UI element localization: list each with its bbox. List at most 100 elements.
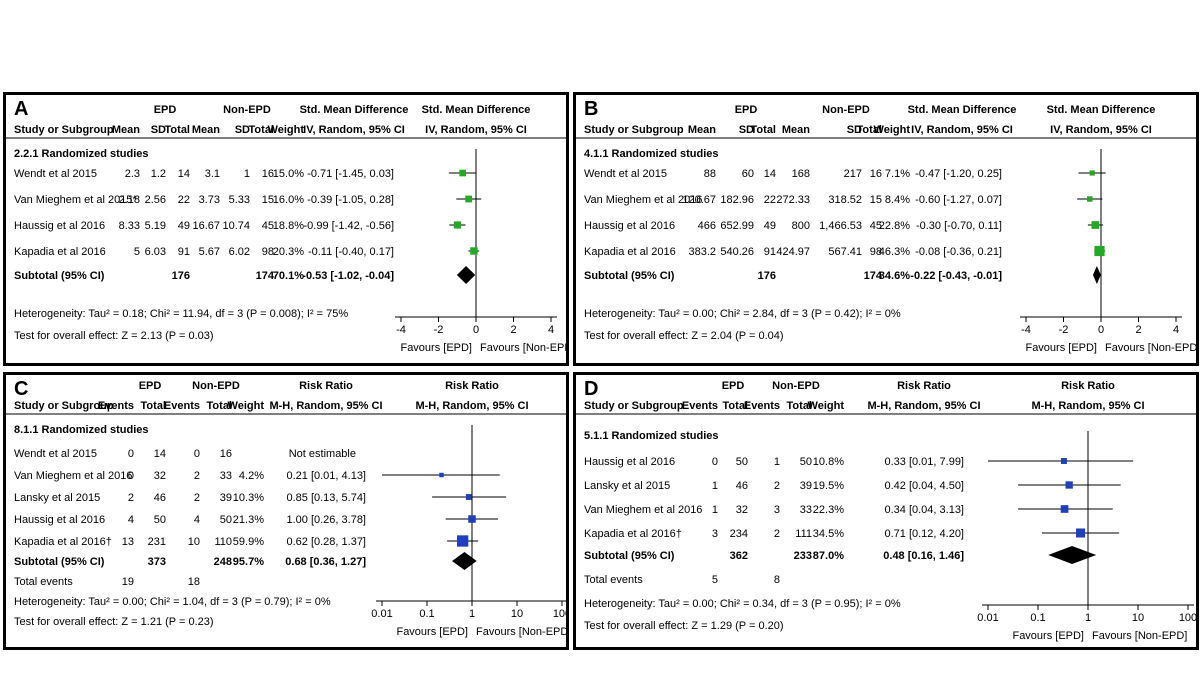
study-value: 10.3% (233, 492, 264, 504)
study-value: 39 (220, 492, 232, 504)
group2-header: Non-EPD (192, 380, 240, 392)
x-tick-label: 2 (510, 324, 516, 336)
study-estimate: 0.21 [0.01, 4.13] (286, 470, 366, 482)
method-header: M-H, Random, 95% CI (269, 400, 382, 412)
subtotal-estimate: 0.68 [0.36, 1.27] (285, 556, 366, 568)
x-tick-label: 0.1 (1030, 612, 1045, 624)
study-value: 168 (792, 168, 810, 180)
subgroup-heading: 4.1.1 Randomized studies (584, 148, 718, 160)
heterogeneity-text: Heterogeneity: Tau² = 0.00; Chi² = 0.34,… (584, 598, 901, 610)
study-estimate: -0.99 [-1.42, -0.56] (304, 220, 395, 232)
study-name: Van Mieghem et al 2016 (584, 504, 702, 516)
x-tick-label: 4 (548, 324, 554, 336)
favours-right-label: Favours [Non-EPD] (1105, 342, 1196, 354)
study-value: 318.52 (828, 194, 862, 206)
x-tick-label: -4 (396, 324, 406, 336)
study-value: 1,466.53 (819, 220, 862, 232)
study-point-marker (1094, 245, 1105, 257)
subtotal-total2: 174 (864, 270, 883, 282)
study-value: 32 (736, 504, 748, 516)
column-header: Weight (874, 124, 911, 136)
plot-measure-header: Risk Ratio (445, 380, 499, 392)
x-tick-label: 100 (553, 608, 566, 620)
study-value: 5.19 (145, 220, 166, 232)
study-value: 540.26 (720, 246, 754, 258)
study-value: 45 (262, 220, 274, 232)
study-value: 182.96 (720, 194, 754, 206)
study-value: 46 (736, 480, 748, 492)
forest-plot-panel-a: A EPD Non-EPD Std. Mean Difference IV, Rando… (3, 92, 569, 366)
study-value: 22.8% (879, 220, 910, 232)
overall-effect-text: Test for overall effect: Z = 2.04 (P = 0… (584, 330, 784, 342)
study-value: 5 (134, 246, 140, 258)
study-name: Haussig et al 2016 (14, 514, 105, 526)
study-value: 59.9% (233, 536, 264, 548)
subtotal-total2: 174 (256, 270, 275, 282)
study-value: 14 (764, 168, 776, 180)
study-value: 4 (128, 514, 134, 526)
column-header: Weight (228, 400, 265, 412)
column-header: Total (165, 124, 190, 136)
panel-label: C (14, 378, 28, 400)
study-value: 33 (220, 470, 232, 482)
subtotal-estimate: -0.22 [-0.43, -0.01] (910, 270, 1002, 282)
study-value: 2 (774, 480, 780, 492)
study-value: 22 (178, 194, 190, 206)
study-value: 1 (244, 168, 250, 180)
column-header: Events (164, 400, 200, 412)
total-events-group2: 8 (774, 574, 780, 586)
study-column-header: Study or Subgroup (584, 400, 684, 412)
x-tick-label: -2 (1059, 324, 1069, 336)
study-value: 10.74 (222, 220, 250, 232)
favours-right-label: Favours [Non-EPD] (476, 626, 566, 638)
favours-left-label: Favours [EPD] (1012, 630, 1084, 642)
study-value: 88 (704, 168, 716, 180)
study-value: 15 (262, 194, 274, 206)
study-value: 2.18 (119, 194, 140, 206)
total-events-group1: 19 (122, 576, 134, 588)
subgroup-heading: 8.1.1 Randomized studies (14, 424, 148, 436)
measure-header: Risk Ratio (897, 380, 951, 392)
total-events-group1: 5 (712, 574, 718, 586)
study-value: 20.3% (273, 246, 304, 258)
x-tick-label: -2 (434, 324, 444, 336)
study-value: 0 (712, 456, 718, 468)
column-header: Events (744, 400, 780, 412)
x-tick-label: 100 (1179, 612, 1196, 624)
study-name: Kapadia et al 2016† (584, 528, 682, 540)
study-value: 16 (870, 168, 882, 180)
study-value: 16 (262, 168, 274, 180)
column-header: Mean (112, 124, 140, 136)
forest-plot-d-svg: D EPD Non-EPD Risk Ratio M-H, Random, 95% CI… (576, 378, 1196, 642)
panel-label: A (14, 98, 28, 120)
overall-effect-text: Test for overall effect: Z = 1.21 (P = 0… (14, 616, 214, 628)
study-name: Haussig et al 2016 (584, 220, 675, 232)
study-value: 10 (188, 536, 200, 548)
study-estimate: 0.33 [0.01, 7.99] (884, 456, 964, 468)
study-value: 8.4% (885, 194, 910, 206)
study-value: 4.2% (239, 470, 264, 482)
study-value: 50 (154, 514, 166, 526)
study-value: 272.33 (776, 194, 810, 206)
study-value: 15 (870, 194, 882, 206)
subtotal-estimate: -0.53 [-1.02, -0.04] (302, 270, 394, 282)
study-value: 0 (128, 448, 134, 460)
plot-method-header: IV, Random, 95% CI (1050, 124, 1152, 136)
subtotal-weight: 87.0% (813, 550, 844, 562)
column-header: Weight (808, 400, 845, 412)
study-value: 21.3% (233, 514, 264, 526)
study-name: Wendt et al 2015 (14, 168, 97, 180)
study-value: 6.03 (145, 246, 166, 258)
study-value: 46 (154, 492, 166, 504)
study-value: 0 (128, 470, 134, 482)
column-header: Events (682, 400, 718, 412)
study-value: 234 (730, 528, 748, 540)
study-value: 39 (800, 480, 812, 492)
subtotal-total1: 362 (730, 550, 748, 562)
study-value: 111 (795, 528, 812, 540)
study-value: 18.8% (273, 220, 304, 232)
study-name: Lansky et al 2015 (584, 480, 670, 492)
total-events-label: Total events (14, 576, 73, 588)
study-value: 34.5% (813, 528, 844, 540)
study-estimate: -0.11 [-0.40, 0.17] (308, 246, 394, 258)
